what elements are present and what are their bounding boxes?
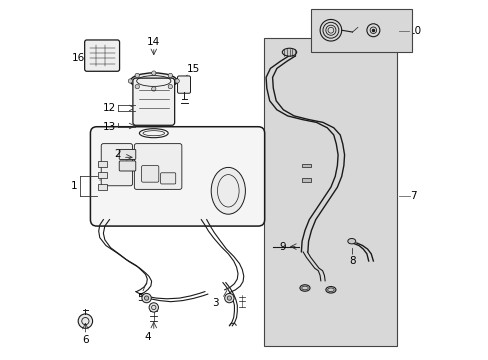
Text: 9: 9	[279, 242, 285, 252]
Circle shape	[142, 293, 151, 303]
Circle shape	[224, 293, 234, 303]
FancyBboxPatch shape	[90, 127, 264, 226]
Ellipse shape	[130, 73, 177, 89]
FancyBboxPatch shape	[101, 144, 132, 186]
Text: 10: 10	[408, 26, 421, 36]
Bar	[264, 38, 397, 346]
Text: 12: 12	[102, 103, 116, 113]
Text: 7: 7	[409, 191, 416, 201]
Circle shape	[168, 85, 172, 89]
Ellipse shape	[347, 239, 355, 244]
Bar	[98, 161, 107, 167]
Circle shape	[135, 85, 139, 89]
Text: 8: 8	[348, 256, 355, 266]
Circle shape	[168, 73, 172, 77]
Ellipse shape	[299, 285, 309, 291]
FancyBboxPatch shape	[119, 149, 136, 159]
Bar	[310, 9, 411, 52]
Ellipse shape	[211, 167, 245, 214]
Text: 4: 4	[143, 332, 150, 342]
Circle shape	[175, 79, 179, 83]
Text: 5: 5	[137, 293, 143, 303]
FancyBboxPatch shape	[141, 166, 159, 182]
Text: 13: 13	[102, 122, 116, 132]
Text: 11: 11	[356, 25, 369, 35]
Circle shape	[151, 71, 156, 75]
FancyBboxPatch shape	[119, 161, 136, 171]
Text: 2: 2	[114, 149, 121, 159]
FancyBboxPatch shape	[133, 78, 174, 125]
Text: 3: 3	[212, 298, 219, 308]
Circle shape	[78, 314, 92, 328]
Ellipse shape	[325, 287, 335, 293]
Circle shape	[151, 87, 156, 91]
Text: 15: 15	[186, 64, 200, 74]
Text: 16: 16	[72, 53, 85, 63]
Bar	[302, 178, 310, 182]
FancyBboxPatch shape	[84, 40, 120, 71]
Bar	[98, 184, 107, 190]
Circle shape	[144, 296, 148, 300]
Text: 14: 14	[147, 37, 160, 48]
Text: 6: 6	[82, 335, 88, 345]
FancyBboxPatch shape	[160, 173, 175, 184]
Bar	[98, 172, 107, 178]
Bar	[302, 164, 310, 167]
Circle shape	[227, 296, 231, 300]
Circle shape	[128, 79, 132, 83]
Text: 1: 1	[70, 181, 77, 191]
Circle shape	[149, 303, 158, 312]
FancyBboxPatch shape	[177, 76, 190, 93]
FancyBboxPatch shape	[134, 144, 182, 189]
Ellipse shape	[282, 48, 296, 56]
Circle shape	[135, 73, 139, 77]
